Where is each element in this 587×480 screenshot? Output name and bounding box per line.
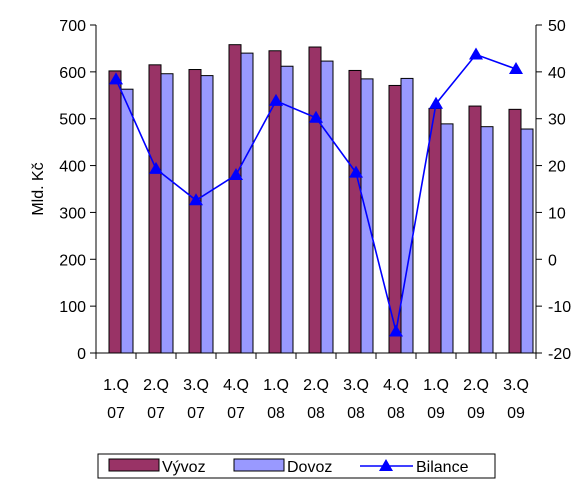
- bilance-marker-3: [189, 193, 203, 206]
- x-tick-label-quarter: 1.Q: [103, 377, 129, 394]
- bar-vyvoz-10: [468, 105, 482, 354]
- bar-dovoz-6: [320, 60, 334, 354]
- x-tick-label-year: 07: [227, 405, 245, 422]
- left-tick-label: 700: [59, 18, 86, 35]
- left-tick-label: 0: [77, 346, 86, 363]
- bilance-marker-10: [469, 47, 483, 60]
- left-tick-label: 300: [59, 205, 86, 222]
- bilance-marker-4: [229, 167, 243, 180]
- bar-vyvoz-9: [428, 107, 442, 354]
- left-tick-label: 200: [59, 252, 86, 269]
- bar-dovoz-8: [400, 77, 414, 354]
- left-tick-label: 100: [59, 299, 86, 316]
- bilance-marker-1: [109, 72, 123, 85]
- x-tick-label-quarter: 4.Q: [223, 377, 249, 394]
- bar-dovoz-4: [240, 52, 254, 354]
- legend-label-vyvoz: Vývoz: [162, 459, 206, 476]
- x-tick-label-year: 07: [147, 405, 165, 422]
- x-tick-label-year: 08: [347, 405, 365, 422]
- x-tick-label-year: 08: [267, 405, 285, 422]
- line-layer: [109, 47, 523, 337]
- bilance-marker-9: [429, 96, 443, 109]
- x-tick-label-quarter: 2.Q: [303, 377, 329, 394]
- bar-dovoz-3: [200, 75, 214, 354]
- x-tick-label-year: 08: [307, 405, 325, 422]
- x-tick-label-year: 09: [427, 405, 445, 422]
- x-tick-label-quarter: 4.Q: [383, 377, 409, 394]
- bar-dovoz-5: [280, 65, 294, 354]
- x-tick-label-year: 07: [187, 405, 205, 422]
- bar-dovoz-9: [440, 123, 454, 354]
- x-tick-label-year: 09: [507, 405, 525, 422]
- legend-swatch-vyvoz: [108, 458, 160, 472]
- x-tick-label-year: 08: [387, 405, 405, 422]
- bar-dovoz-11: [520, 128, 534, 354]
- x-tick-label-quarter: 3.Q: [183, 377, 209, 394]
- right-tick-label: 10: [548, 205, 566, 222]
- bilance-marker-6: [309, 110, 323, 123]
- bilance-marker-7: [349, 165, 363, 178]
- right-tick-label: 30: [548, 112, 566, 129]
- bilance-marker-2: [149, 161, 163, 174]
- bar-dovoz-1: [120, 88, 134, 354]
- left-tick-label: 400: [59, 159, 86, 176]
- right-tick-label: -20: [548, 346, 571, 363]
- x-tick-label-quarter: 1.Q: [423, 377, 449, 394]
- legend-swatch-dovoz: [233, 458, 285, 472]
- legend-label-dovoz: Dovoz: [287, 459, 332, 476]
- right-tick-label: -10: [548, 299, 571, 316]
- x-tick-label-quarter: 3.Q: [503, 377, 529, 394]
- x-tick-label-quarter: 1.Q: [263, 377, 289, 394]
- bar-vyvoz-7: [348, 69, 362, 354]
- bar-vyvoz-3: [188, 69, 202, 354]
- right-tick-label: 20: [548, 159, 566, 176]
- legend-marker-bilance: [379, 459, 393, 471]
- legend-box: [97, 453, 496, 479]
- x-tick-label-quarter: 2.Q: [463, 377, 489, 394]
- x-tick-label-year: 07: [107, 405, 125, 422]
- bar-vyvoz-6: [308, 46, 322, 354]
- legend: Vývoz Dovoz Bilance: [97, 453, 496, 479]
- x-tick-label-quarter: 2.Q: [143, 377, 169, 394]
- right-tick-label: 0: [548, 252, 557, 269]
- label-layer: 0 100 200 300 400 500 600 700 -20 -10 0 10 20 30 40 50 1…: [30, 18, 571, 422]
- bar-vyvoz-11: [508, 108, 522, 354]
- left-tick-label: 500: [59, 112, 86, 129]
- bilance-marker-8: [389, 324, 403, 337]
- bar-dovoz-10: [480, 126, 494, 354]
- bar-vyvoz-1: [108, 70, 122, 354]
- bilance-marker-5: [269, 93, 283, 106]
- bar-dovoz-2: [160, 73, 174, 354]
- bar-vyvoz-4: [228, 44, 242, 354]
- x-tick-label-quarter: 3.Q: [343, 377, 369, 394]
- right-tick-label: 50: [548, 18, 566, 35]
- bar-layer: [108, 44, 534, 354]
- axes-layer: [90, 24, 542, 359]
- bilance-marker-11: [509, 62, 523, 75]
- right-tick-label: 40: [548, 65, 566, 82]
- bar-vyvoz-2: [148, 64, 162, 354]
- y-axis-label: Mld. Kč: [30, 162, 47, 215]
- x-tick-label-year: 09: [467, 405, 485, 422]
- left-tick-label: 600: [59, 65, 86, 82]
- legend-label-bilance: Bilance: [416, 459, 469, 476]
